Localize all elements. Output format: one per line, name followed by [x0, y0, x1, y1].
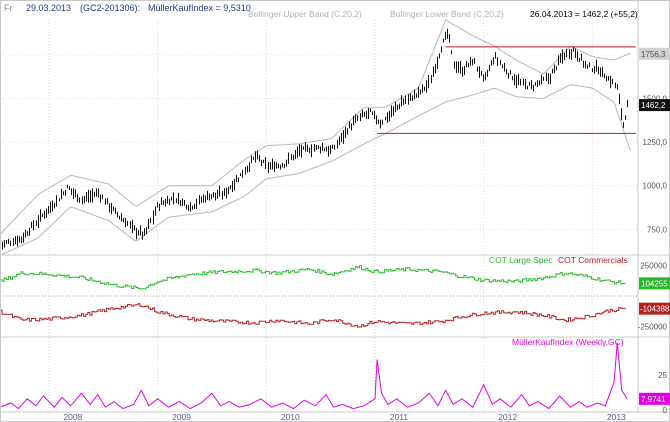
cot-commercials-box [639, 302, 670, 315]
header-symbol: (GC2-201306): [80, 3, 141, 13]
legend-cot-large-spec: COT Large Spec [489, 255, 553, 265]
x-tick-label: 2013 [607, 412, 626, 422]
x-tick-label: 2008 [63, 412, 82, 422]
x-tick-label: 2011 [390, 412, 409, 422]
last-price-box [639, 99, 670, 112]
y-tick-label: 1250,0 [643, 138, 668, 147]
bollinger-lower-band [0, 84, 631, 256]
mki-y-tick-label: 25 [658, 371, 667, 380]
band-value-box [639, 47, 670, 60]
header-indicator: MüllerKaufIndex = 9,5310 [148, 3, 251, 13]
last-price-value: 1462,2 [641, 101, 666, 110]
x-tick-label: 2010 [281, 412, 300, 422]
grid [0, 20, 638, 412]
cot-commercials-line [0, 303, 626, 328]
mki-panel [0, 342, 628, 410]
legend-cot-commercials: COT Commercials [558, 255, 628, 265]
x-tick-label: 2012 [498, 412, 517, 422]
cot-large-spec-box [639, 277, 670, 290]
last-price-label: 26.04.2013 = 1462,2 (+55,2) [530, 9, 638, 19]
cot-panel [0, 265, 638, 328]
price-bars [0, 28, 628, 250]
cot-y-tick-label: 250000 [640, 262, 667, 271]
header-date: 29.03.2013 [26, 3, 72, 13]
y-tick-label: 1500,0 [643, 94, 668, 103]
y-tick-label: 750,0 [647, 225, 668, 234]
cot-large-spec-line [0, 265, 626, 290]
y-tick-label: 1000,0 [643, 182, 668, 191]
x-tick-label: 2009 [172, 412, 191, 422]
band-value: 1756,3 [641, 50, 666, 59]
legend-bb-upper: Bollinger Upper Band (C,20,2) [248, 9, 362, 19]
cot-y-tick-label: -250000 [638, 322, 668, 331]
mki-value: 7,9741 [641, 395, 666, 404]
timeframe-label: Fr [4, 3, 13, 13]
cot-commercials-value: -104388 [640, 305, 670, 314]
mki-value-box [639, 392, 670, 405]
cot-large-spec-value: 104255 [641, 279, 668, 288]
bollinger-upper-band [0, 19, 631, 235]
bollinger-bands [0, 19, 631, 256]
mki-line [0, 342, 628, 410]
legend-bb-lower: Bollinger Lower Band (C,20,2) [390, 9, 504, 19]
legend-mki: MüllerKaufIndex (Weekly,GC) [512, 337, 624, 347]
horizontal-levels [377, 46, 636, 134]
mki-y-tick-label: 0 [663, 406, 668, 415]
